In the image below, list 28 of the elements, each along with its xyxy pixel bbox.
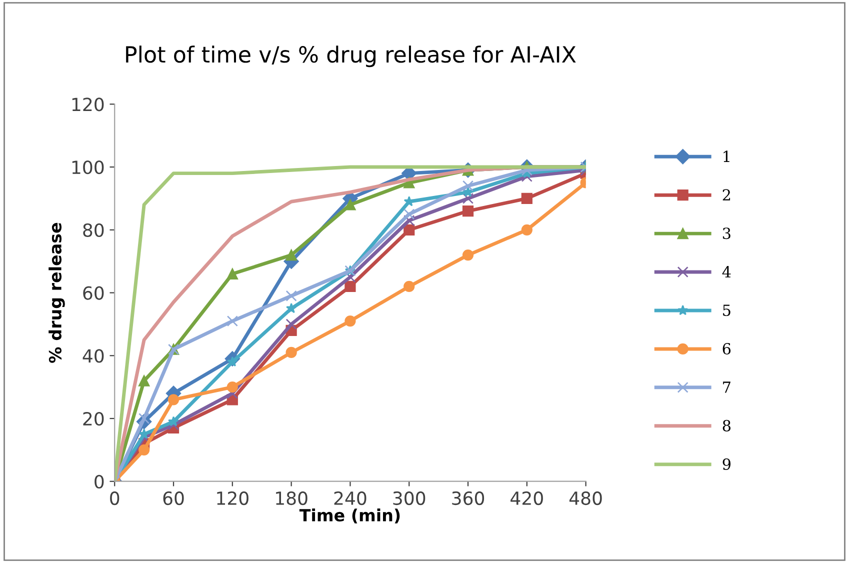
legend-label: 6: [722, 342, 731, 355]
x-tick-label: 0: [110, 491, 120, 506]
legend-label: 3: [722, 228, 730, 240]
x-tick-label: 480: [569, 491, 602, 506]
x-tick-label: 60: [163, 491, 184, 506]
y-tick-label: 80: [83, 223, 104, 238]
legend-label: 8: [722, 420, 730, 432]
legend-label: 5: [723, 304, 730, 316]
x-tick-label: 360: [452, 491, 484, 506]
legend-label: 4: [722, 266, 731, 278]
x-tick-label: 420: [510, 491, 543, 506]
y-tick-label: 40: [82, 349, 104, 363]
x-tick-label: 120: [217, 491, 248, 506]
x-tick-label: 300: [393, 491, 426, 506]
legend-label: 2: [722, 189, 730, 200]
chart-title: Plot of time v/s % drug release for AI-AIX: [126, 46, 576, 68]
x-tick-label: 180: [276, 491, 308, 506]
y-tick-label: 120: [72, 98, 104, 112]
x-axis-title: Time (min): [299, 508, 400, 524]
y-tick-label: 20: [83, 412, 104, 426]
y-tick-label: 0: [94, 474, 104, 488]
y-tick-label: 60: [83, 286, 104, 300]
legend-label: 9: [722, 458, 730, 470]
legend-label: 1: [724, 150, 730, 162]
legend-label: 7: [723, 382, 730, 393]
y-tick-label: 100: [72, 160, 104, 174]
y-axis-title: % drug release: [48, 222, 65, 363]
x-tick-label: 240: [334, 491, 366, 506]
